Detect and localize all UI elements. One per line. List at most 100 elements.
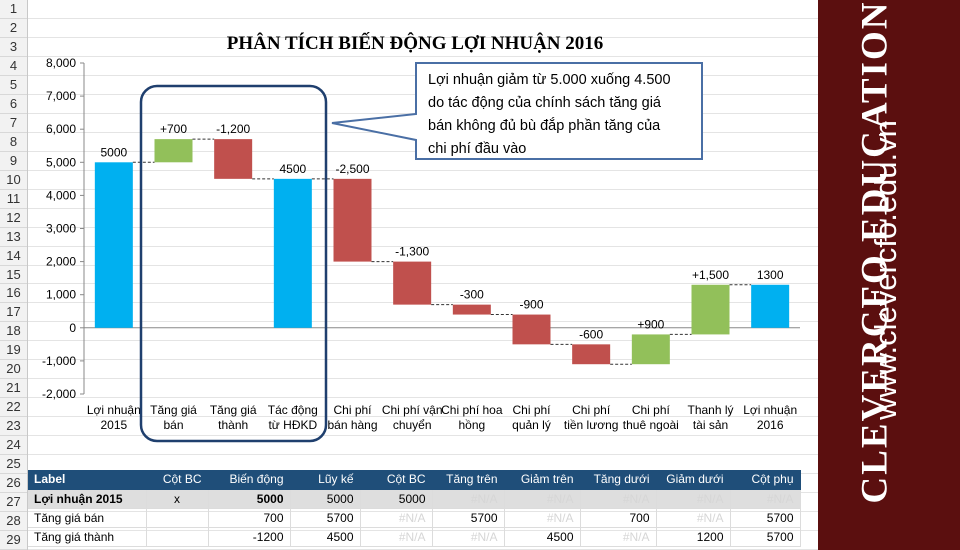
bar-decrease[interactable] bbox=[452, 304, 491, 315]
table-cell[interactable]: 5700 bbox=[290, 508, 361, 528]
waterfall-chart[interactable]: PHÂN TÍCH BIẾN ĐỘNG LỢI NHUẬN 2016 -2,00… bbox=[28, 0, 818, 466]
brand-name: CLEVERCFO EDUCATION bbox=[854, 0, 896, 504]
bar-decrease[interactable] bbox=[393, 261, 432, 305]
table-cell[interactable]: 5700 bbox=[432, 508, 505, 528]
row-number[interactable]: 4 bbox=[0, 57, 27, 76]
column-header[interactable]: Biến động bbox=[208, 470, 291, 490]
bar-increase[interactable] bbox=[631, 334, 670, 365]
row-label-cell[interactable]: Lợi nhuận 2015 bbox=[28, 489, 147, 509]
column-header[interactable]: Tăng trên bbox=[432, 470, 505, 490]
row-number[interactable]: 8 bbox=[0, 133, 27, 152]
gridline bbox=[28, 321, 818, 323]
row-number[interactable]: 11 bbox=[0, 190, 27, 209]
row-number[interactable]: 9 bbox=[0, 152, 27, 171]
row-number[interactable]: 6 bbox=[0, 95, 27, 114]
column-header[interactable]: Label bbox=[28, 470, 147, 490]
table-cell[interactable]: #N/A bbox=[432, 489, 505, 509]
table-cell[interactable]: -1200 bbox=[208, 527, 291, 547]
row-number[interactable]: 5 bbox=[0, 76, 27, 95]
table-cell[interactable] bbox=[146, 527, 209, 547]
row-number[interactable]: 17 bbox=[0, 303, 27, 323]
table-cell[interactable]: #N/A bbox=[504, 508, 581, 528]
row-number[interactable]: 1 bbox=[0, 0, 27, 19]
table-cell[interactable]: 4500 bbox=[290, 527, 361, 547]
bar-value-label: 4500 bbox=[279, 162, 306, 176]
row-number[interactable]: 23 bbox=[0, 417, 27, 437]
table-cell[interactable]: 4500 bbox=[504, 527, 581, 547]
table-cell[interactable]: #N/A bbox=[504, 489, 581, 509]
row-number[interactable]: 27 bbox=[0, 493, 27, 513]
table-cell[interactable]: #N/A bbox=[432, 527, 505, 547]
bar-decrease[interactable] bbox=[512, 314, 551, 345]
table-cell[interactable]: #N/A bbox=[580, 527, 657, 547]
table-cell[interactable]: 5000 bbox=[208, 489, 291, 509]
row-number[interactable]: 16 bbox=[0, 284, 27, 304]
gridline bbox=[28, 435, 818, 437]
row-number[interactable]: 26 bbox=[0, 474, 27, 494]
row-number[interactable]: 15 bbox=[0, 266, 27, 285]
table-cell[interactable]: 700 bbox=[580, 508, 657, 528]
row-number[interactable]: 2 bbox=[0, 19, 27, 38]
row-header-column: 1 2 3 4 5 6 7 8 9 10 11 12 13 14 15 16 17 18 19 20 21 22 23 24 2… bbox=[0, 0, 28, 550]
row-number[interactable]: 18 bbox=[0, 322, 27, 342]
row-number[interactable]: 28 bbox=[0, 512, 27, 532]
bar-total[interactable] bbox=[273, 178, 312, 328]
gridline bbox=[28, 226, 818, 228]
bar-decrease[interactable] bbox=[572, 344, 611, 365]
table-cell[interactable]: 700 bbox=[208, 508, 291, 528]
table-cell[interactable]: x bbox=[146, 489, 209, 509]
bar-value-label: -1,300 bbox=[395, 245, 429, 259]
row-number[interactable]: 25 bbox=[0, 455, 27, 475]
column-header[interactable]: Cột phụ bbox=[730, 470, 801, 490]
column-header[interactable]: Cột BC bbox=[146, 470, 209, 490]
column-header[interactable]: Giảm trên bbox=[504, 470, 581, 490]
bar-total[interactable] bbox=[94, 162, 133, 328]
bar-value-label: +1,500 bbox=[692, 268, 729, 282]
callout-box bbox=[331, 62, 703, 160]
gridline bbox=[28, 36, 818, 38]
column-header[interactable]: Giảm dưới bbox=[656, 470, 731, 490]
column-header[interactable]: Lũy kế bbox=[290, 470, 361, 490]
bar-decrease[interactable] bbox=[214, 139, 253, 179]
gridline bbox=[28, 340, 818, 342]
bar-increase[interactable] bbox=[691, 284, 730, 335]
table-cell[interactable]: #N/A bbox=[656, 489, 731, 509]
row-number[interactable]: 21 bbox=[0, 379, 27, 399]
row-number[interactable]: 19 bbox=[0, 341, 27, 361]
row-number[interactable]: 20 bbox=[0, 360, 27, 380]
table-cell[interactable]: #N/A bbox=[360, 508, 433, 528]
column-header[interactable]: Cột BC bbox=[360, 470, 433, 490]
table-cell[interactable]: #N/A bbox=[580, 489, 657, 509]
row-label-cell[interactable]: Tăng giá bán bbox=[28, 508, 147, 528]
row-number[interactable]: 14 bbox=[0, 247, 27, 266]
table-cell[interactable]: #N/A bbox=[656, 508, 731, 528]
row-number[interactable]: 29 bbox=[0, 531, 27, 550]
bar-value-label: 1300 bbox=[757, 268, 784, 282]
bar-decrease[interactable] bbox=[333, 178, 372, 262]
bar-total[interactable] bbox=[751, 284, 790, 328]
chart-title: PHÂN TÍCH BIẾN ĐỘNG LỢI NHUẬN 2016 bbox=[227, 32, 604, 54]
row-number[interactable]: 3 bbox=[0, 38, 27, 57]
row-number[interactable]: 10 bbox=[0, 171, 27, 190]
table-cell[interactable]: 5700 bbox=[730, 527, 801, 547]
table-row: Tăng giá bán 700 5700 #N/A 5700 #N/A 700 #N/A 57… bbox=[28, 508, 801, 528]
row-label-cell[interactable]: Tăng giá thành bbox=[28, 527, 147, 547]
table-cell[interactable]: 5700 bbox=[730, 508, 801, 528]
row-number[interactable]: 13 bbox=[0, 228, 27, 247]
y-tick-label: 3,000 bbox=[46, 222, 76, 236]
row-number[interactable]: 24 bbox=[0, 436, 27, 456]
table-cell[interactable]: 1200 bbox=[656, 527, 731, 547]
table-cell[interactable]: #N/A bbox=[730, 489, 801, 509]
column-header[interactable]: Tăng dưới bbox=[580, 470, 657, 490]
row-number[interactable]: 22 bbox=[0, 398, 27, 418]
x-category-label: Chi phí bán hàng bbox=[327, 403, 377, 432]
row-number[interactable]: 7 bbox=[0, 114, 27, 133]
table-cell[interactable]: 5000 bbox=[360, 489, 433, 509]
x-category-label: Chi phí hoa hồng bbox=[441, 403, 503, 432]
table-cell[interactable]: #N/A bbox=[360, 527, 433, 547]
table-cell[interactable] bbox=[146, 508, 209, 528]
table-cell[interactable]: 5000 bbox=[290, 489, 361, 509]
row-number[interactable]: 12 bbox=[0, 209, 27, 228]
callout-line-3: bán không đủ bù đắp phần tăng của bbox=[428, 117, 661, 134]
bar-increase[interactable] bbox=[154, 139, 193, 163]
